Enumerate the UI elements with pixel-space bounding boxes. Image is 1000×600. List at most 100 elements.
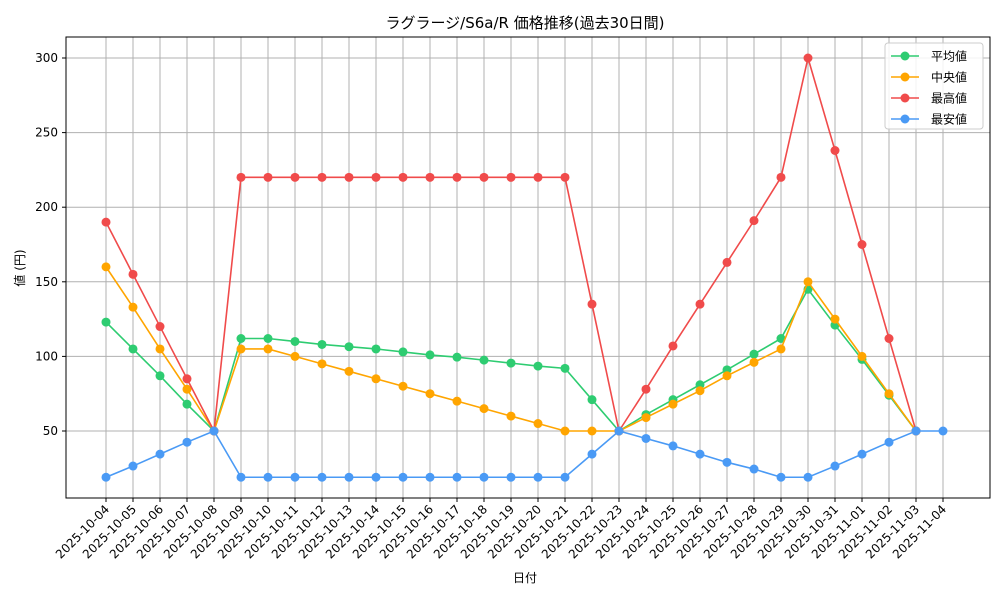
series-line <box>101 262 921 436</box>
data-point <box>290 472 300 482</box>
data-point <box>398 347 408 357</box>
grid-lines <box>66 37 990 498</box>
data-point <box>641 433 651 443</box>
data-point <box>938 426 948 436</box>
data-point <box>317 472 327 482</box>
plot-area <box>65 36 991 499</box>
data-point <box>695 449 705 459</box>
data-point <box>830 314 840 324</box>
data-point <box>722 457 732 467</box>
data-point <box>128 461 138 471</box>
data-point <box>884 389 894 399</box>
data-point <box>209 426 219 436</box>
data-point <box>182 437 192 447</box>
data-point <box>533 361 543 371</box>
data-point <box>425 350 435 360</box>
data-point <box>398 172 408 182</box>
data-point <box>236 172 246 182</box>
series-lines <box>101 53 948 482</box>
legend-label: 中央値 <box>931 70 967 85</box>
data-point <box>857 240 867 249</box>
y-tick-label: 300 <box>35 51 58 65</box>
data-point <box>533 172 543 182</box>
data-point <box>101 217 111 227</box>
y-tick-label: 200 <box>35 200 58 214</box>
data-point <box>641 384 651 394</box>
data-point <box>884 437 894 447</box>
data-point <box>668 341 678 351</box>
legend-item: 平均値 <box>891 49 967 64</box>
data-point <box>128 269 138 279</box>
data-point <box>263 172 273 182</box>
legend-item: 最安値 <box>891 112 967 127</box>
y-axis: 50 100 150 200 250 300 <box>35 51 66 438</box>
data-point <box>317 172 327 182</box>
y-tick-label: 50 <box>43 424 58 438</box>
data-point <box>371 472 381 482</box>
data-point <box>317 339 327 349</box>
data-point <box>101 317 111 327</box>
data-point <box>722 371 732 381</box>
data-point <box>506 172 516 182</box>
legend-label: 最安値 <box>931 112 967 127</box>
x-axis-label: 日付 <box>513 571 537 585</box>
data-point <box>587 426 597 436</box>
data-point <box>182 374 192 384</box>
data-point <box>128 302 138 312</box>
data-point <box>452 172 462 182</box>
data-point <box>236 344 246 354</box>
data-point <box>506 472 516 482</box>
data-point <box>749 464 759 474</box>
legend-item: 最高値 <box>891 91 967 106</box>
data-point <box>101 472 111 482</box>
data-point <box>371 172 381 182</box>
data-point <box>884 333 894 343</box>
data-point <box>587 395 597 405</box>
data-point <box>506 411 516 421</box>
data-point <box>101 262 111 272</box>
y-tick-label: 100 <box>35 349 58 363</box>
data-point <box>668 399 678 409</box>
y-tick-label: 250 <box>35 126 58 140</box>
data-point <box>263 333 273 343</box>
data-point <box>425 172 435 182</box>
data-point <box>290 172 300 182</box>
data-point <box>182 399 192 409</box>
data-point <box>803 53 813 63</box>
x-axis: 2025-10-042025-10-052025-10-062025-10-07… <box>53 498 949 561</box>
legend-label: 平均値 <box>931 49 967 64</box>
series-line <box>101 426 948 482</box>
data-point <box>533 419 543 429</box>
data-point <box>479 404 489 414</box>
data-point <box>560 472 570 482</box>
data-point <box>533 472 543 482</box>
data-point <box>452 396 462 406</box>
data-point <box>398 472 408 482</box>
data-point <box>857 351 867 361</box>
data-point <box>668 441 678 451</box>
data-point <box>749 357 759 367</box>
data-point <box>263 472 273 482</box>
y-tick-label: 150 <box>35 275 58 289</box>
data-point <box>749 216 759 226</box>
data-point <box>776 333 786 343</box>
data-point <box>155 449 165 459</box>
chart-title: ラグラージ/S6a/R 価格推移(過去30日間) <box>385 14 664 32</box>
data-point <box>263 344 273 354</box>
data-point <box>236 472 246 482</box>
data-point <box>155 344 165 354</box>
data-point <box>425 472 435 482</box>
data-point <box>344 472 354 482</box>
data-point <box>857 449 867 459</box>
data-point <box>830 146 840 156</box>
data-point <box>695 386 705 396</box>
data-point <box>614 426 624 436</box>
data-point <box>182 384 192 394</box>
data-point <box>560 363 570 373</box>
data-point <box>155 371 165 381</box>
data-point <box>479 172 489 182</box>
data-point <box>776 472 786 482</box>
data-point <box>695 299 705 309</box>
